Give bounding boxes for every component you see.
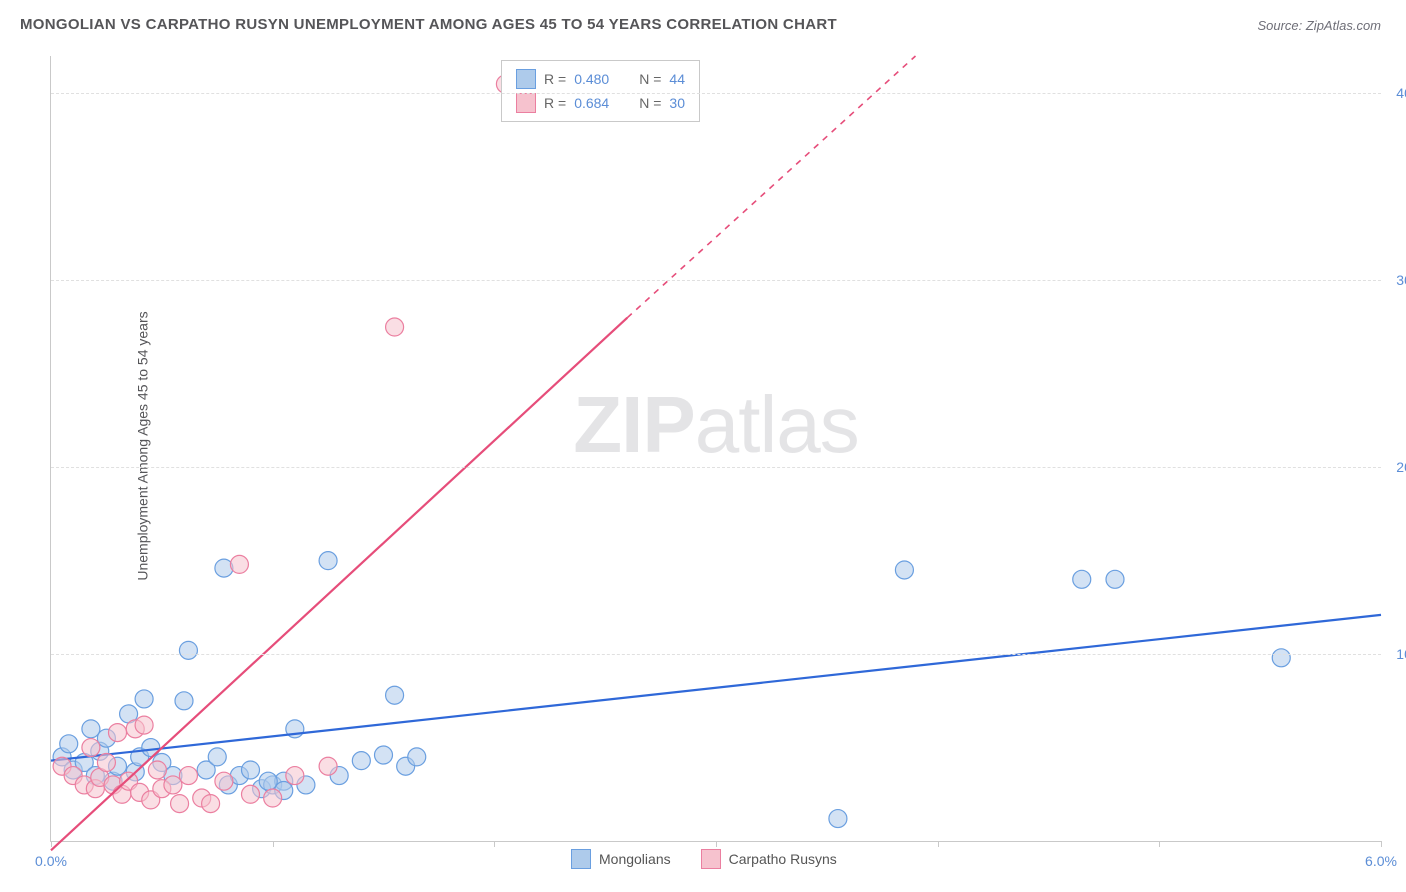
scatter-plot-svg: [51, 56, 1381, 841]
gridline-h: [51, 654, 1381, 655]
legend-swatch: [701, 849, 721, 869]
legend-item: Carpatho Rusyns: [701, 849, 837, 869]
data-point: [230, 555, 248, 573]
data-point: [895, 561, 913, 579]
data-point: [352, 752, 370, 770]
legend-label: Mongolians: [599, 851, 671, 867]
gridline-h: [51, 93, 1381, 94]
data-point: [319, 552, 337, 570]
data-point: [386, 686, 404, 704]
data-point: [97, 754, 115, 772]
legend-label: Carpatho Rusyns: [729, 851, 837, 867]
data-point: [175, 692, 193, 710]
data-point: [375, 746, 393, 764]
data-point: [142, 739, 160, 757]
x-tick: [51, 841, 52, 847]
data-point: [1073, 570, 1091, 588]
gridline-h: [51, 467, 1381, 468]
legend-swatch: [516, 93, 536, 113]
legend-swatch: [571, 849, 591, 869]
data-point: [286, 767, 304, 785]
correlation-legend: R = 0.480 N = 44 R = 0.684 N = 30: [501, 60, 700, 122]
series-legend: Mongolians Carpatho Rusyns: [571, 849, 837, 869]
n-value: 30: [669, 95, 685, 111]
data-point: [135, 716, 153, 734]
data-point: [1272, 649, 1290, 667]
x-tick: [273, 841, 274, 847]
x-tick: [494, 841, 495, 847]
chart-container: MONGOLIAN VS CARPATHO RUSYN UNEMPLOYMENT…: [0, 0, 1406, 892]
data-point: [259, 772, 277, 790]
data-point: [82, 739, 100, 757]
data-point: [386, 318, 404, 336]
x-tick: [938, 841, 939, 847]
y-tick-label: 40.0%: [1396, 85, 1406, 101]
data-point: [264, 789, 282, 807]
data-point: [408, 748, 426, 766]
legend-swatch: [516, 69, 536, 89]
y-tick-label: 20.0%: [1396, 459, 1406, 475]
plot-area: ZIPatlas R =0.480N =44R =0.684N =30 Mong…: [50, 56, 1381, 842]
data-point: [179, 641, 197, 659]
data-point: [242, 761, 260, 779]
data-point: [242, 785, 260, 803]
data-point: [60, 735, 78, 753]
data-point: [319, 757, 337, 775]
x-tick-label: 6.0%: [1365, 853, 1397, 869]
chart-title: MONGOLIAN VS CARPATHO RUSYN UNEMPLOYMENT…: [20, 16, 837, 33]
r-label: R =: [544, 71, 566, 87]
data-point: [215, 772, 233, 790]
legend-row: R = 0.480 N = 44: [516, 67, 685, 91]
data-point: [164, 776, 182, 794]
r-value: 0.480: [574, 71, 609, 87]
data-point: [208, 748, 226, 766]
data-point: [1106, 570, 1124, 588]
y-tick-label: 30.0%: [1396, 272, 1406, 288]
data-point: [148, 761, 166, 779]
r-value: 0.684: [574, 95, 609, 111]
source-attribution: Source: ZipAtlas.com: [1257, 18, 1381, 33]
data-point: [179, 767, 197, 785]
x-tick-label: 0.0%: [35, 853, 67, 869]
trend-line: [51, 615, 1381, 761]
legend-row: R = 0.684 N = 30: [516, 91, 685, 115]
n-label: N =: [639, 95, 661, 111]
n-label: N =: [639, 71, 661, 87]
x-tick: [1159, 841, 1160, 847]
n-value: 44: [669, 71, 685, 87]
gridline-h: [51, 280, 1381, 281]
data-point: [171, 795, 189, 813]
data-point: [82, 720, 100, 738]
y-tick-label: 10.0%: [1396, 646, 1406, 662]
data-point: [202, 795, 220, 813]
data-point: [109, 724, 127, 742]
r-label: R =: [544, 95, 566, 111]
x-tick: [1381, 841, 1382, 847]
data-point: [135, 690, 153, 708]
legend-item: Mongolians: [571, 849, 671, 869]
x-tick: [716, 841, 717, 847]
data-point: [829, 810, 847, 828]
